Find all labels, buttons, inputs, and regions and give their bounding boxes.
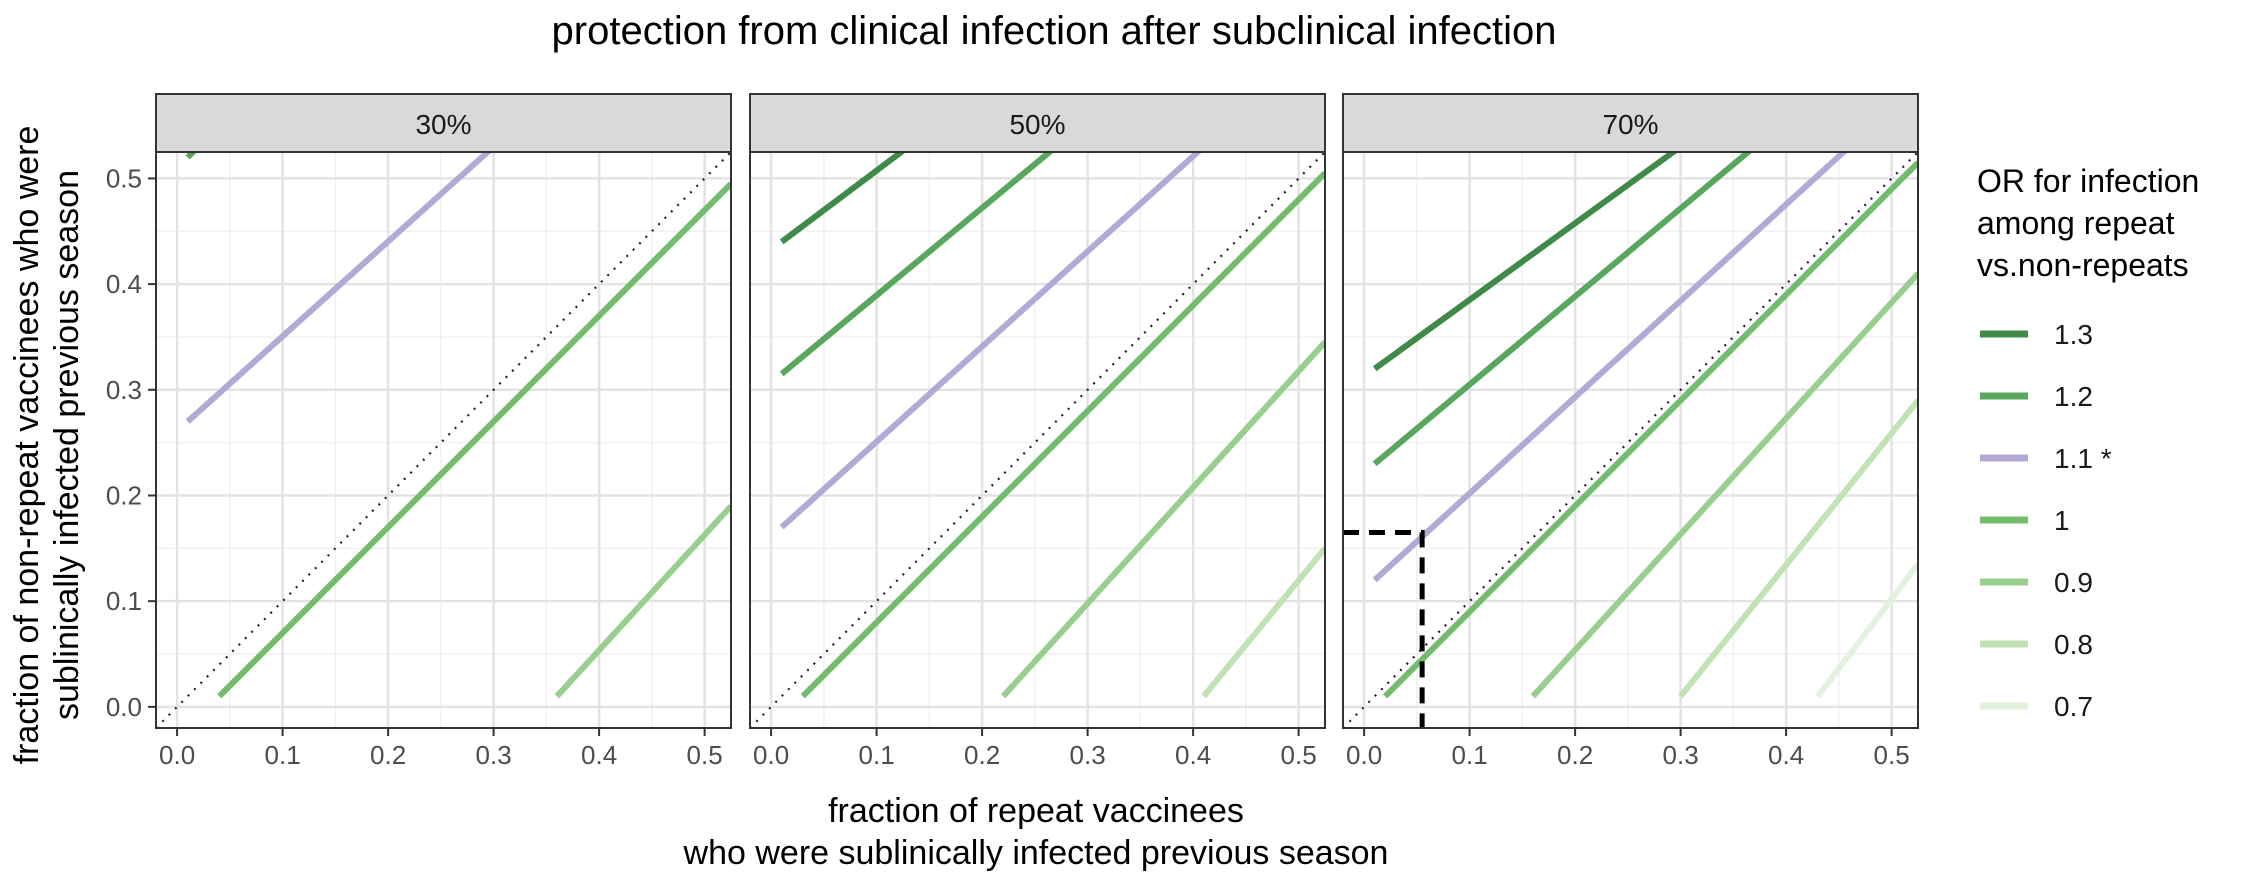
x-tick-label: 0.3 — [476, 740, 512, 770]
facet-label: 30% — [415, 109, 471, 140]
series-line-or-0-8 — [1201, 546, 1325, 699]
x-tick-label: 0.5 — [687, 740, 723, 770]
series-line-or-0-9 — [554, 504, 731, 699]
y-axis-label-line2: sublinically infected previous season — [48, 170, 86, 720]
x-tick-label: 0.1 — [265, 740, 301, 770]
x-tick-label: 0.2 — [964, 740, 1000, 770]
x-tick-label: 0.0 — [1346, 740, 1382, 770]
y-axis-label: fraction of non-repeat vaccinees who wer… — [8, 126, 46, 765]
series-line-or-1-1 — [779, 152, 1203, 530]
x-tick-label: 0.5 — [1874, 740, 1910, 770]
series-line-or-1 — [1383, 160, 1918, 699]
panel-70: 70% 0.0 0.1 0.2 0.3 0.4 0.5 — [1342, 93, 1919, 770]
y-tick-label: 0.1 — [106, 586, 142, 616]
reference-line — [750, 152, 1325, 728]
series-line-or-1-1 — [185, 152, 493, 424]
panel-border — [749, 151, 1326, 729]
panel-border — [155, 151, 732, 729]
series-line-or-0-9 — [1000, 340, 1325, 699]
x-tick-label: 0.4 — [581, 740, 617, 770]
series-line-or-0-7 — [1815, 562, 1918, 699]
legend-label: 0.7 — [2054, 691, 2093, 722]
chart-title: protection from clinical infection after… — [552, 9, 1557, 53]
series-line-or-1-2 — [185, 152, 198, 160]
x-tick-label: 0.2 — [370, 740, 406, 770]
x-tick-label: 0.3 — [1663, 740, 1699, 770]
series-line-or-0-9 — [1530, 271, 1918, 699]
series-line-or-1-1 — [1372, 152, 1849, 583]
x-tick-label: 0.1 — [1452, 740, 1488, 770]
panel-50: 50% 0.0 0.1 0.2 0.3 0.4 0.5 — [749, 93, 1326, 770]
legend: OR for infection among repeat vs.non-repea… — [1977, 163, 2199, 722]
legend-label: 1.2 — [2054, 381, 2093, 412]
y-tick-label: 0.2 — [106, 480, 142, 510]
series-line-or-1-2 — [779, 152, 1055, 377]
y-tick-label: 0.3 — [106, 375, 142, 405]
dashed-annotation — [1343, 529, 1425, 728]
reference-line — [1343, 152, 1918, 728]
facet-label: 70% — [1602, 109, 1658, 140]
x-axis-label-line2: who were sublinically infected previous … — [683, 834, 1389, 872]
x-tick-label: 0.0 — [753, 740, 789, 770]
x-tick-label: 0.1 — [859, 740, 895, 770]
y-tick-label: 0.0 — [106, 692, 142, 722]
legend-title-line: OR for infection — [1977, 163, 2199, 199]
series-line-or-1-3 — [1372, 152, 1679, 372]
y-tick-label: 0.4 — [106, 269, 142, 299]
x-tick-label: 0.2 — [1557, 740, 1593, 770]
x-tick-label: 0.5 — [1281, 740, 1317, 770]
x-axis-label: fraction of repeat vaccinees — [828, 792, 1244, 830]
x-tick-label: 0.4 — [1175, 740, 1211, 770]
facet-strip — [749, 93, 1326, 153]
y-tick-label: 0.5 — [106, 163, 142, 193]
x-tick-label: 0.3 — [1070, 740, 1106, 770]
legend-label: 0.9 — [2054, 567, 2093, 598]
panel-30: 30% 0.0 0.1 0.2 0.3 0.4 0.5 0.0 0.1 0.2 0.3 0.4 0.5 — [106, 93, 732, 770]
legend-label: 1 — [2054, 505, 2070, 536]
x-tick-label: 0.4 — [1768, 740, 1804, 770]
panel-data — [750, 152, 1325, 728]
reference-line — [156, 152, 731, 728]
series-line-or-1 — [217, 181, 731, 699]
legend-title-line: vs.non-repeats — [1977, 247, 2189, 283]
panel-data — [156, 152, 731, 728]
x-tick-label: 0.0 — [159, 740, 195, 770]
legend-label: 0.8 — [2054, 629, 2093, 660]
series-line-or-1 — [800, 170, 1325, 699]
panels-layer: 30%0.0 0.1 0.2 0.3 0.4 0.50.00.10.20.30.40.55… — [106, 93, 1919, 770]
legend-label: 1.1 * — [2054, 443, 2112, 474]
series-line-or-1-3 — [779, 152, 907, 245]
series-line-or-1-2 — [1372, 152, 1753, 467]
panel-data — [1343, 152, 1918, 728]
legend-label: 1.3 — [2054, 319, 2093, 350]
facet-label: 50% — [1009, 109, 1065, 140]
series-line-or-0-8 — [1678, 398, 1918, 699]
legend-title-line: among repeat — [1977, 205, 2175, 241]
facet-strip — [1342, 93, 1919, 153]
panel-border — [1342, 151, 1919, 729]
facet-strip — [155, 93, 732, 153]
